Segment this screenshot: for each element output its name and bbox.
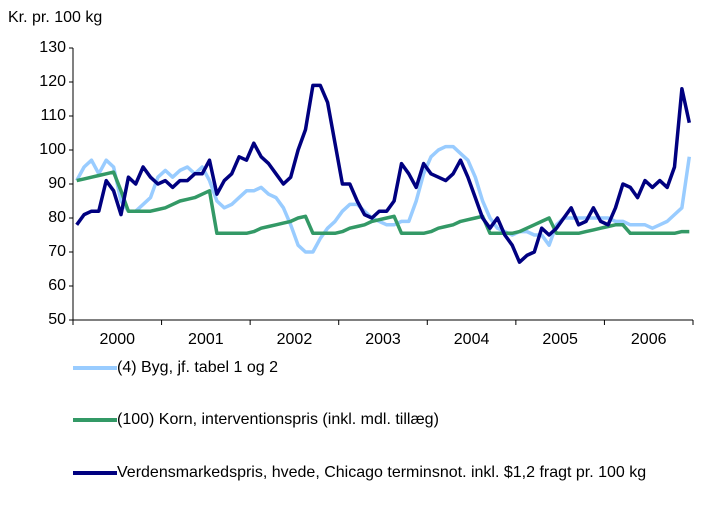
y-tick-label: 70 bbox=[48, 243, 66, 260]
legend-swatch bbox=[73, 471, 117, 475]
legend-item: (100) Korn, interventionspris (inkl. mdl… bbox=[73, 410, 703, 429]
y-axis-label: Kr. pr. 100 kg bbox=[8, 9, 102, 26]
legend-label: (100) Korn, interventionspris (inkl. mdl… bbox=[117, 411, 439, 428]
series-line bbox=[76, 170, 690, 236]
legend-item: (4) Byg, jf. tabel 1 og 2 bbox=[73, 358, 703, 377]
series-line bbox=[75, 83, 692, 264]
y-tick-label: 130 bbox=[39, 39, 66, 56]
y-tick-label: 110 bbox=[40, 107, 66, 124]
y-tick-label: 50 bbox=[48, 311, 66, 328]
legend-swatch bbox=[73, 418, 117, 422]
x-tick-label: 2003 bbox=[365, 331, 401, 348]
x-tick-label: 2002 bbox=[277, 331, 313, 348]
y-tick-label: 60 bbox=[48, 277, 66, 294]
y-tick-label: 100 bbox=[39, 141, 66, 158]
x-tick-label: 2000 bbox=[99, 331, 135, 348]
y-tick-label: 80 bbox=[48, 209, 66, 226]
x-tick-label: 2005 bbox=[542, 331, 578, 348]
legend-swatch bbox=[73, 366, 117, 370]
legend-label: Verdensmarkedspris, hvede, Chicago termi… bbox=[117, 464, 647, 481]
y-tick-label: 120 bbox=[39, 73, 66, 90]
x-tick-label: 2001 bbox=[188, 331, 224, 348]
series-line bbox=[75, 144, 692, 254]
y-tick-label: 90 bbox=[48, 175, 66, 192]
x-tick-label: 2004 bbox=[454, 331, 490, 348]
x-tick-label: 2006 bbox=[631, 331, 667, 348]
legend-label: (4) Byg, jf. tabel 1 og 2 bbox=[117, 359, 278, 376]
legend-item: Verdensmarkedspris, hvede, Chicago termi… bbox=[73, 463, 703, 482]
